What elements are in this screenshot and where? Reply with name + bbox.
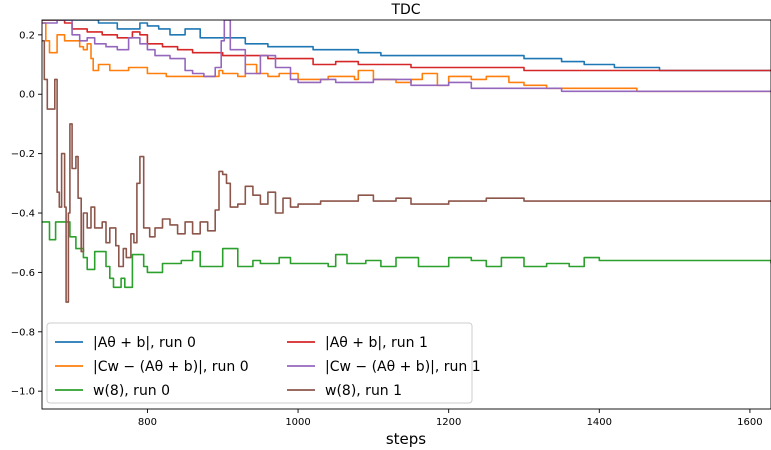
x-tick-label: 800	[138, 417, 157, 428]
chart-title: TDC	[390, 2, 420, 18]
x-axis: 800 1000 1200 1400 1600	[138, 409, 763, 428]
legend-label: |Cw − (Aθ + b)|, run 1	[325, 359, 481, 375]
x-tick-label: 1600	[737, 417, 762, 428]
legend-box	[46, 322, 473, 404]
series-line-5	[42, 40, 771, 303]
y-tick-label: −0.8	[11, 327, 35, 338]
series-line-1	[42, 22, 771, 93]
legend-label: w(8), run 0	[93, 383, 170, 399]
series-layer	[42, 20, 771, 303]
y-tick-label: 0.2	[19, 30, 35, 41]
series-line-2	[42, 221, 771, 289]
x-tick-label: 1000	[285, 417, 310, 428]
plot-frame	[41, 19, 771, 410]
y-tick-label: −0.4	[11, 209, 35, 220]
x-tick-label: 1400	[587, 417, 612, 428]
y-axis: −1.0 −0.8 −0.6 −0.4 −0.2 0.0 0.2	[11, 30, 42, 398]
legend-label: w(8), run 1	[325, 383, 402, 399]
x-tick-label: 1200	[436, 417, 461, 428]
legend: |Aθ + b|, run 0 |Cw − (Aθ + b)|, run 0 w(8…	[46, 322, 481, 404]
legend-entries: |Aθ + b|, run 0 |Cw − (Aθ + b)|, run 0 w(8…	[55, 335, 481, 399]
y-tick-label: −0.6	[11, 268, 35, 279]
series-line-4	[42, 20, 771, 93]
y-tick-label: 0.0	[19, 90, 35, 101]
legend-label: |Aθ + b|, run 1	[325, 335, 428, 351]
legend-label: |Cw − (Aθ + b)|, run 0	[93, 359, 249, 375]
series-line-0	[42, 20, 771, 72]
series-line-3	[42, 20, 771, 72]
legend-label: |Aθ + b|, run 0	[93, 335, 196, 351]
y-tick-label: −1.0	[11, 387, 35, 398]
x-axis-label: steps	[386, 430, 426, 448]
y-tick-label: −0.2	[11, 149, 35, 160]
